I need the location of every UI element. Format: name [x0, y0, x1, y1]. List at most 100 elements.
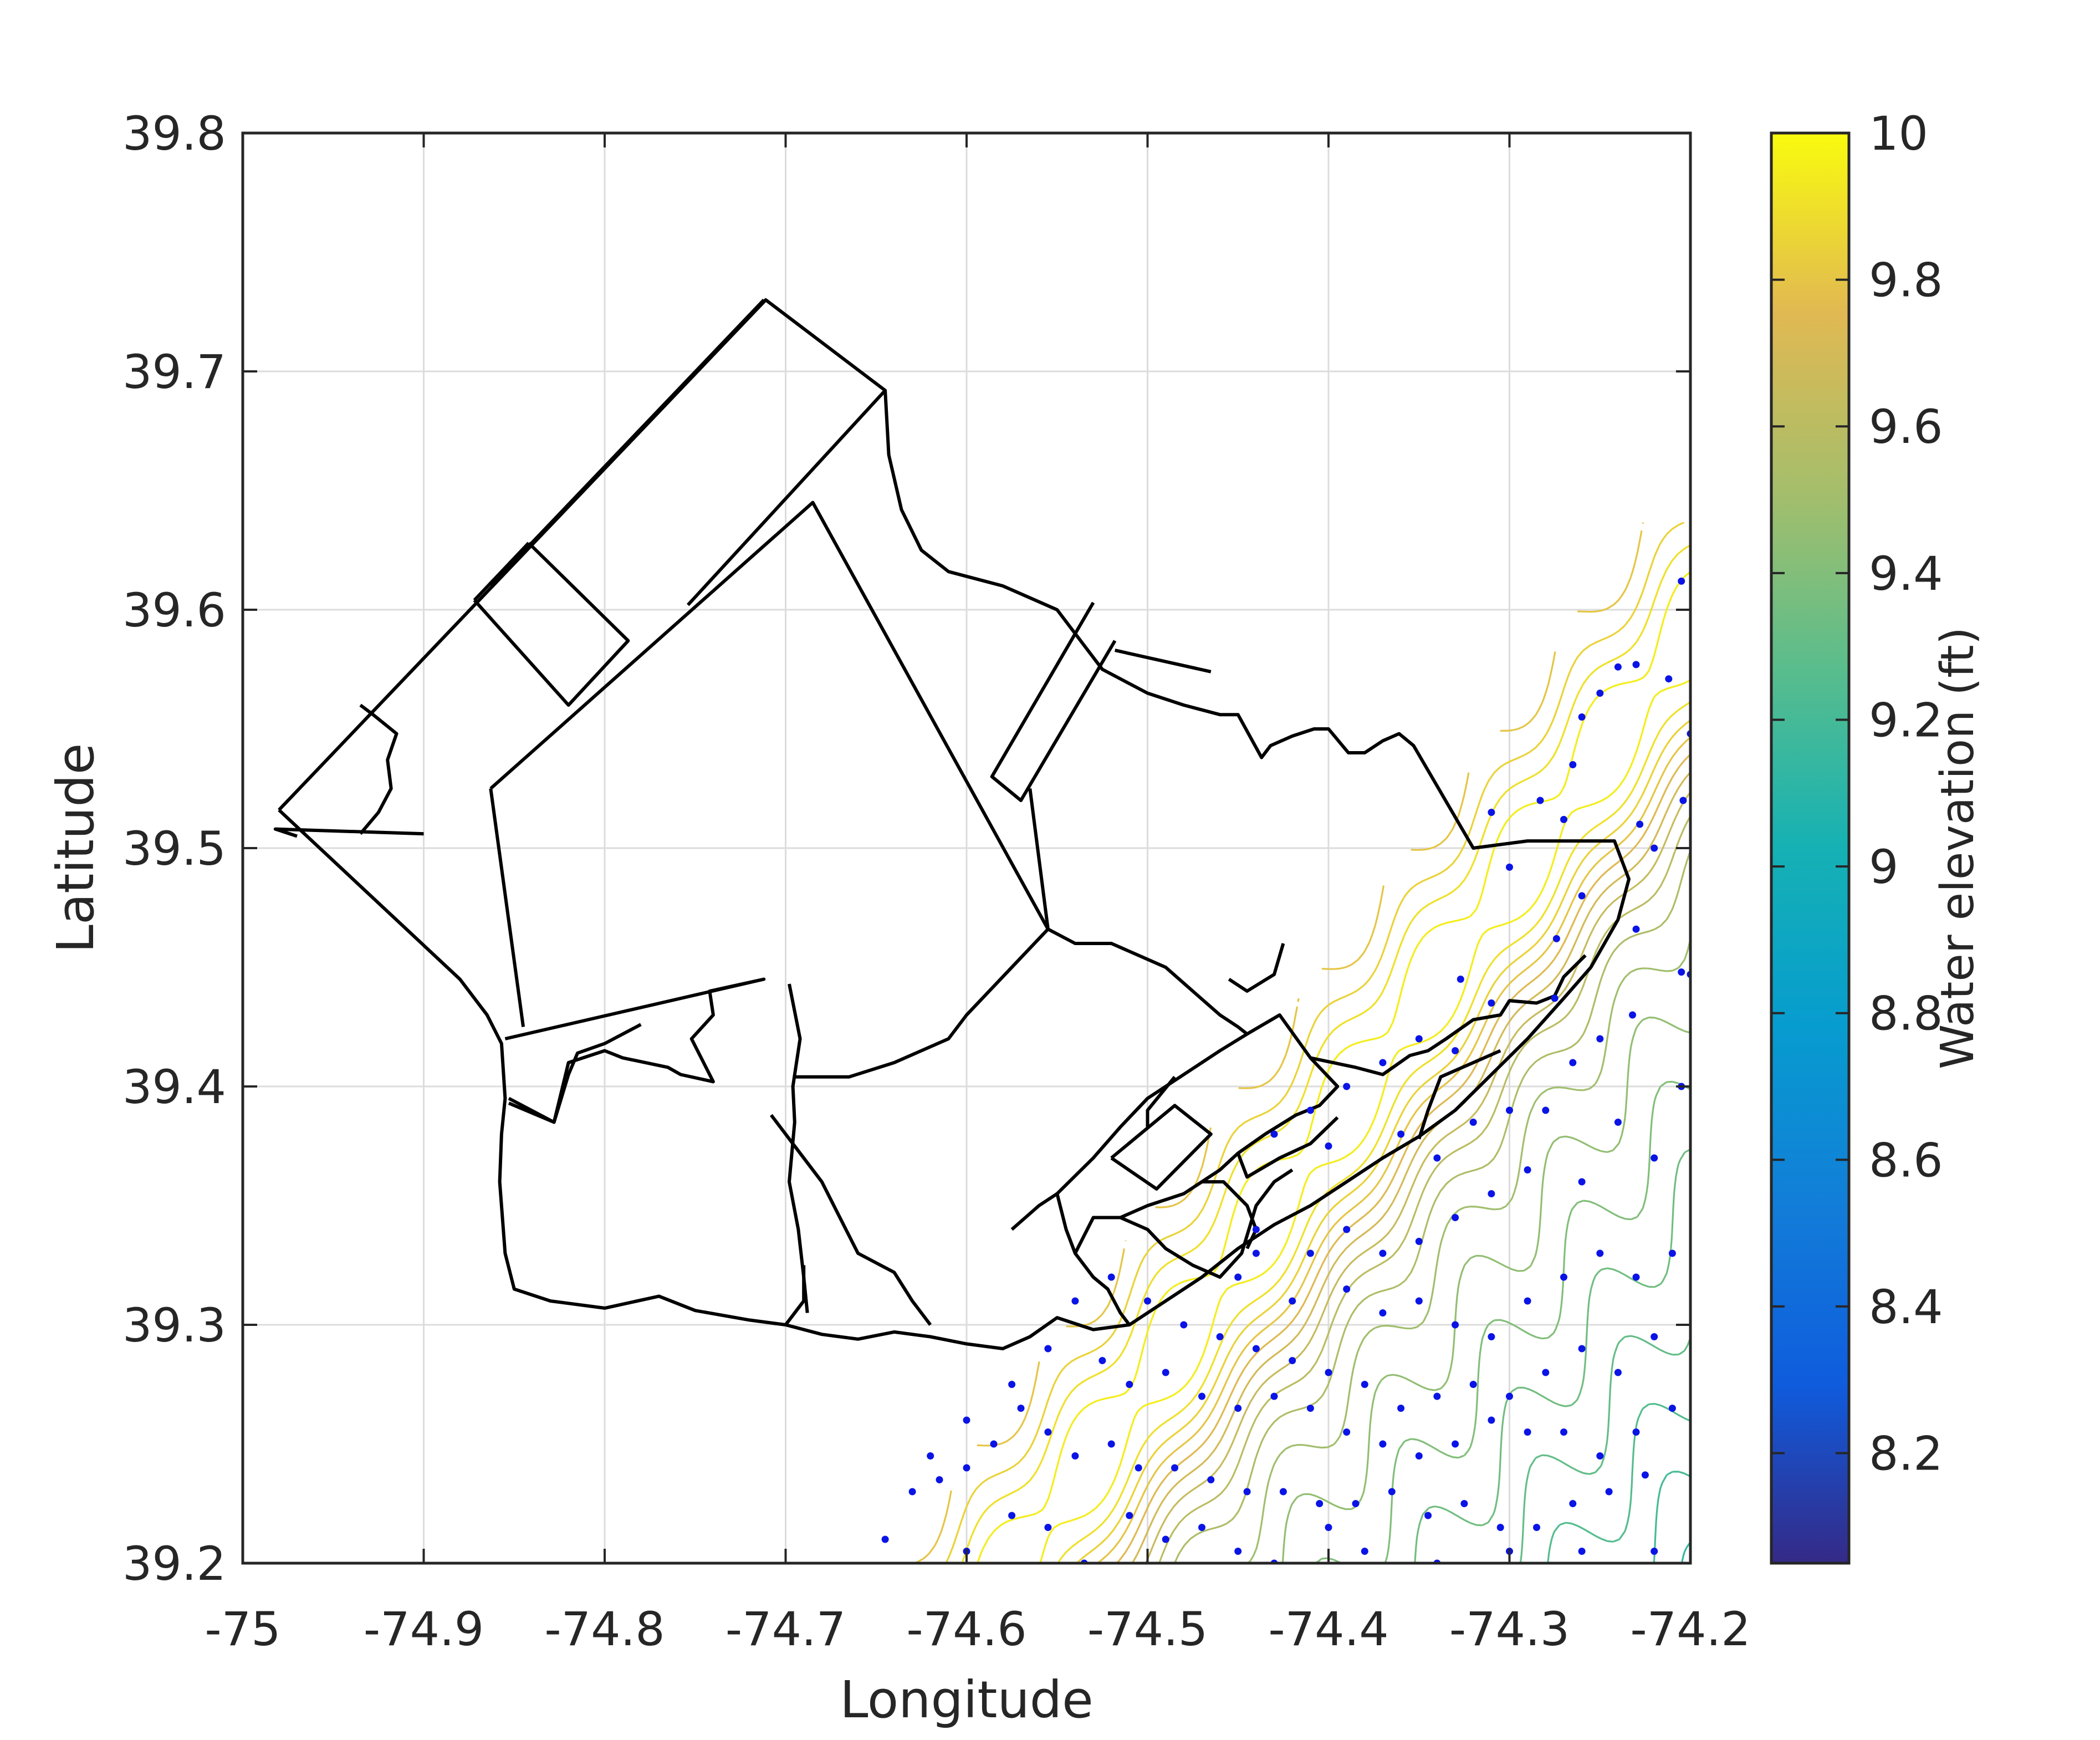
colorbar-tick-label: 9.2	[1869, 693, 1943, 747]
station-point	[1415, 1035, 1423, 1043]
station-point	[1180, 1321, 1188, 1329]
station-point	[1524, 1166, 1531, 1173]
station-point	[1008, 1512, 1016, 1519]
station-point	[963, 1416, 970, 1424]
colorbar-tick-label: 10	[1869, 106, 1928, 161]
station-point	[1415, 1297, 1423, 1305]
colorbar-tick-label: 9.8	[1869, 253, 1943, 308]
x-tick-label: -74.5	[1087, 1602, 1208, 1656]
region-boundary	[473, 542, 630, 707]
station-point	[1651, 1154, 1658, 1162]
region-boundary	[1047, 927, 1248, 1035]
station-point	[1107, 1440, 1115, 1448]
station-point	[1044, 1428, 1052, 1436]
station-point	[1098, 1357, 1106, 1364]
station-point	[1578, 1345, 1586, 1353]
station-point	[1388, 1488, 1396, 1496]
station-point	[1551, 994, 1559, 1002]
station-point	[1578, 1178, 1586, 1186]
station-point	[1629, 1011, 1636, 1019]
y-tick-label: 39.5	[122, 821, 226, 876]
station-point	[1306, 1106, 1314, 1114]
y-axis-label: Latitude	[46, 743, 105, 953]
station-point	[1488, 1416, 1495, 1424]
region-boundary	[504, 977, 766, 1124]
station-point	[1488, 999, 1495, 1007]
station-point	[1614, 1119, 1622, 1126]
station-point	[1397, 1405, 1405, 1412]
station-point	[1542, 1369, 1550, 1376]
colorbar-ticks: 8.2 8.4 8.6 8.8 9 9.2 9.4 9.6 9.8 10	[1771, 106, 1943, 1481]
station-point	[1569, 761, 1577, 768]
station-point	[1279, 1488, 1287, 1496]
station-point	[1343, 1428, 1351, 1436]
station-point	[1578, 892, 1586, 900]
station-point	[1198, 1524, 1205, 1531]
station-point	[1289, 1297, 1296, 1305]
station-point	[1343, 1083, 1351, 1090]
station-point	[1596, 690, 1604, 697]
station-point	[1665, 675, 1673, 683]
region-boundary	[1110, 1104, 1213, 1191]
x-tick-label: -74.4	[1268, 1602, 1388, 1656]
station-point	[1457, 976, 1464, 983]
station-point	[1107, 1273, 1115, 1281]
station-point	[1560, 1273, 1567, 1281]
station-point	[1252, 1226, 1260, 1233]
station-point	[1488, 809, 1495, 816]
station-point	[1243, 1488, 1251, 1496]
station-point	[1397, 1130, 1405, 1138]
station-point	[1171, 1464, 1178, 1472]
region-boundary	[1417, 1049, 1501, 1140]
region-boundary	[273, 827, 424, 838]
station-point	[1216, 1333, 1224, 1340]
station-point	[1596, 1035, 1604, 1043]
station-point	[1207, 1476, 1215, 1483]
station-point	[1044, 1345, 1052, 1353]
station-point	[1270, 1130, 1278, 1138]
station-point	[1252, 1345, 1260, 1353]
station-point	[1496, 1524, 1504, 1531]
station-point	[963, 1464, 970, 1472]
station-point	[1071, 1452, 1079, 1460]
station-point	[1678, 968, 1685, 976]
station-point	[1433, 1392, 1441, 1400]
station-point	[1569, 1059, 1577, 1067]
x-tick-label: -74.3	[1449, 1602, 1570, 1656]
station-point	[1126, 1512, 1133, 1519]
station-point	[1560, 815, 1567, 823]
colorbar-tick-label: 8.8	[1869, 987, 1943, 1041]
region-boundary	[359, 703, 398, 835]
region-boundary	[1115, 649, 1212, 673]
region-boundary	[1202, 1180, 1258, 1249]
region-boundary	[1055, 1193, 1131, 1326]
station-point	[936, 1476, 943, 1483]
x-axis-label: Longitude	[840, 1670, 1094, 1729]
station-point	[881, 1535, 889, 1543]
x-tick-label: -75	[205, 1602, 280, 1656]
station-point	[1452, 1440, 1459, 1448]
station-point	[1144, 1297, 1151, 1305]
station-point	[1433, 1154, 1441, 1162]
station-point	[1361, 1548, 1368, 1555]
colorbar-tick-label: 9	[1869, 840, 1898, 894]
station-point	[1614, 1369, 1622, 1376]
station-point	[1452, 1047, 1459, 1054]
contour-line	[1519, 1335, 1690, 1563]
station-point	[1632, 661, 1640, 669]
region-boundary	[1146, 1075, 1176, 1127]
station-point	[1234, 1273, 1242, 1281]
region-boundary	[990, 601, 1117, 802]
contour-line	[961, 544, 1690, 1563]
station-point	[1325, 1369, 1332, 1376]
region-boundary	[794, 928, 1050, 1079]
region-boundary	[1120, 1168, 1294, 1279]
region-boundary	[278, 298, 1631, 1350]
station-point	[1524, 1428, 1531, 1436]
colorbar-tick-label: 8.2	[1869, 1427, 1943, 1481]
station-point	[1569, 1500, 1577, 1507]
station-point	[1361, 1381, 1368, 1388]
colorbar-frame	[1770, 131, 1851, 1565]
station-point	[1668, 1249, 1676, 1257]
station-point	[1352, 1500, 1360, 1507]
